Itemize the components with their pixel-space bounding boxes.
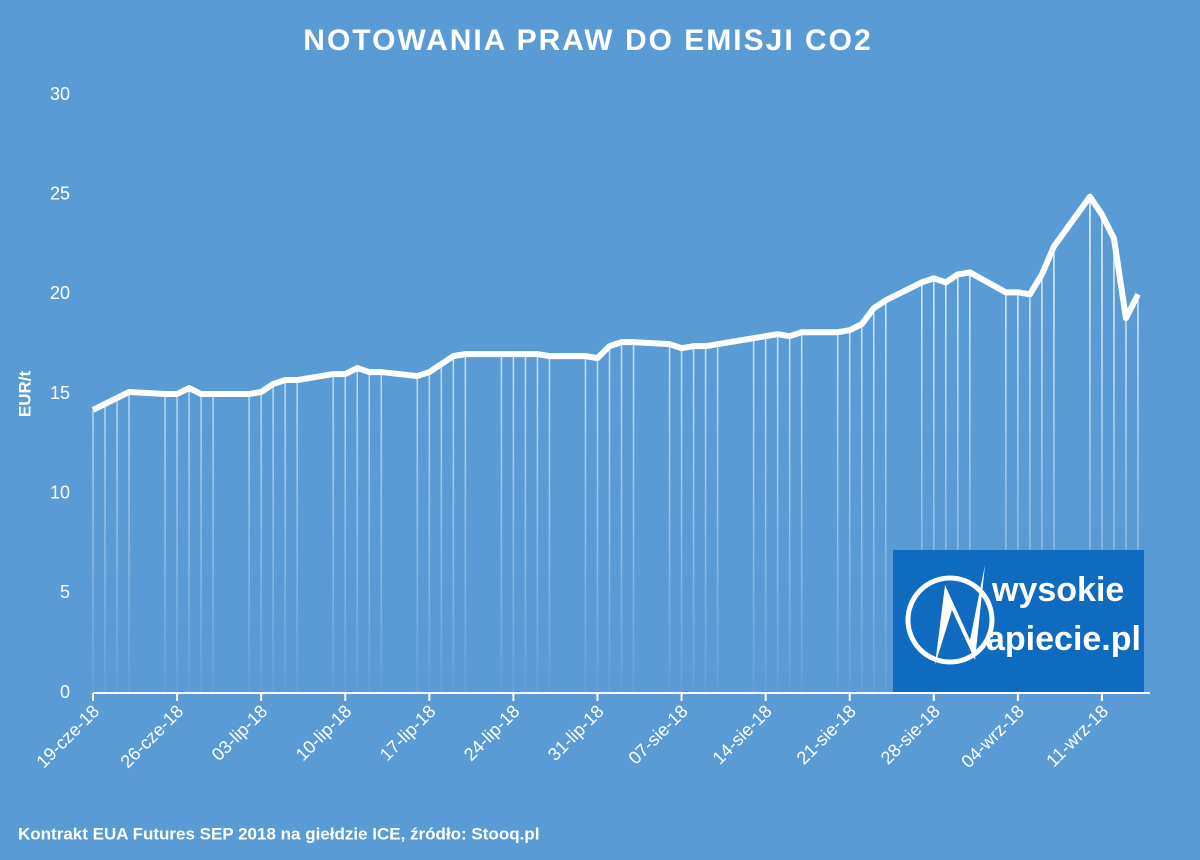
y-tick-label: 20 <box>50 283 70 303</box>
y-tick-label: 0 <box>60 682 70 702</box>
logo: wysokie apiecie.pl <box>893 550 1144 692</box>
logo-box <box>893 550 1144 692</box>
y-tick-label: 30 <box>50 84 70 104</box>
logo-bolt <box>935 565 985 665</box>
chart-title: NOTOWANIA PRAW DO EMISJI CO2 <box>303 24 872 57</box>
y-axis-label: EUR/t <box>15 371 34 418</box>
logo-text: wysokie <box>991 571 1124 609</box>
source-note: Kontrakt EUA Futures SEP 2018 na giełdzi… <box>18 824 539 843</box>
logo-text: apiecie.pl <box>986 620 1141 658</box>
logo-ring <box>905 575 995 665</box>
y-tick-label: 5 <box>60 582 70 602</box>
data-line <box>91 193 1141 413</box>
y-tick-label: 25 <box>50 183 70 203</box>
y-tick-label: 15 <box>50 383 70 403</box>
y-tick-label: 10 <box>50 482 70 502</box>
